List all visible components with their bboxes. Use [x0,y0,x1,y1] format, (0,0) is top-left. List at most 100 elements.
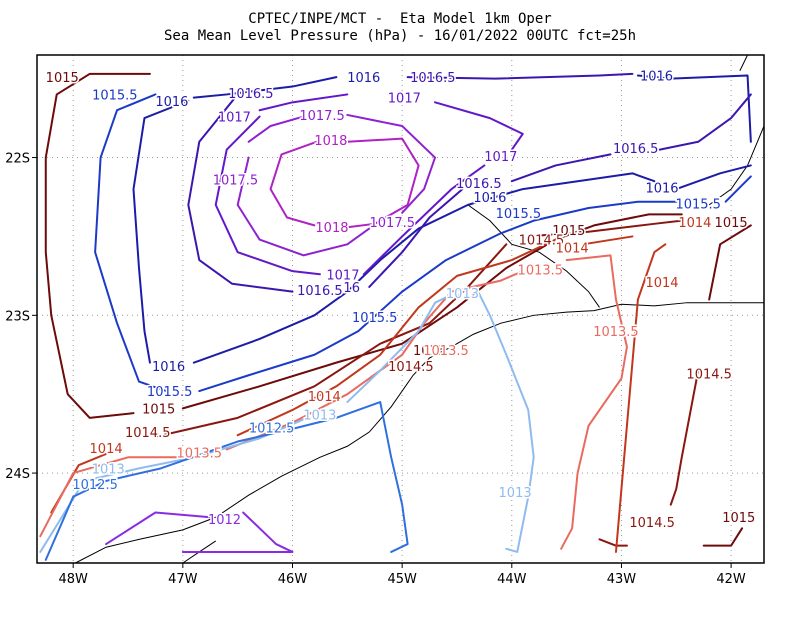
isobar-1014-5-6 [669,369,700,506]
isobar-label-0: 1015 [46,71,79,86]
isobar-label-24: 1014 [678,216,711,231]
x-tick-label-6: 42W [716,572,746,587]
isobar-label-33: 1013.5 [593,325,639,340]
graticule-grid [37,55,764,563]
isobar-1014-5-5 [527,219,683,238]
isobar-label-42: 1013 [303,409,336,424]
coastline-segment-1 [708,125,765,206]
chart-title-line-2: Sea Mean Level Pressure (hPa) - 16/01/20… [163,28,636,44]
x-tick-label-5: 43W [607,572,637,587]
isobar-1014-11 [582,235,634,246]
isobar-1015-3 [702,527,744,547]
isobar-1017-5-38 [236,156,371,257]
isobar-label-1: 1015.5 [92,88,138,103]
isobar-label-26: 1015 [552,224,585,239]
isobar-label-45: 1014 [90,442,123,457]
isobar-contours [39,72,752,561]
isobar-1016-5-32 [658,93,752,151]
coastline-segment-2 [467,204,600,308]
isobar-1015-5-23 [724,175,752,203]
coastline [75,54,765,564]
isobar-1016-5-29 [187,93,294,293]
isobar-label-17: 1016.5 [456,177,502,192]
isobar-1016-26 [675,164,752,191]
isobar-label-50: 1012 [208,513,241,528]
isobar-label-39: 1015.5 [147,385,193,400]
isobar-label-6: 1018 [314,134,347,149]
isobar-label-29: 1013.5 [518,264,564,279]
isobar-label-40: 1014 [308,390,341,405]
isobar-1012-20 [181,511,294,553]
isobar-label-5: 1017.5 [299,109,345,124]
x-tick-label-4: 44W [497,572,527,587]
isobar-label-11: 1016.5 [297,284,343,299]
isobar-1017-34 [214,115,321,276]
isobar-label-9: 1017.5 [370,216,416,231]
isobar-1016-24 [132,99,190,364]
isobar-label-32: 1015.5 [352,311,398,326]
isobar-label-7: 1017.5 [213,174,259,189]
isobar-1018-41 [269,140,318,227]
isobar-1013-5-14 [560,254,628,550]
isobar-label-12: 16 [343,281,360,296]
isobar-1015-0 [44,72,151,419]
isobar-label-35: 1013.5 [423,344,469,359]
isobar-1017-37 [434,101,524,151]
isobar-label-21: 1016.5 [613,142,659,157]
isobar-label-16: 1017 [484,150,517,165]
coastline-segment-4 [739,54,749,71]
isobar-label-34: 1015 [413,344,446,359]
x-tick-label-1: 47W [168,572,198,587]
isobar-1014-5-7 [598,538,628,547]
isobar-label-18: 1016 [473,191,506,206]
isobar-label-15: 1017 [388,92,421,107]
x-tick-label-3: 45W [387,572,417,587]
isobar-1014-5-4 [154,243,508,438]
isobar-label-52: 1015 [722,511,755,526]
isobar-1016-5-33 [406,72,634,80]
isobar-label-30: 1014 [645,276,678,291]
isobar-1017-5-39 [247,115,305,143]
y-tick-label-2: 24S [5,467,30,482]
isobar-label-36: 1014.5 [388,360,434,375]
isobar-label-51: 1014.5 [629,516,675,531]
isobar-label-25: 1015 [715,216,748,231]
isobar-1016-27 [192,76,338,99]
isobar-label-19: 1015.5 [496,207,542,222]
isobar-1012-5-18 [44,401,409,561]
isobar-1016-25 [192,172,656,364]
isobar-label-22: 1016 [645,182,678,197]
x-tick-label-2: 46W [278,572,308,587]
isobar-1016-5-31 [510,153,612,183]
longitude-ticks: 48W 47W 46W 45W 44W 43W 42W [58,563,746,587]
isobar-1013-5-13 [225,270,524,451]
chart-title-line-1: CPTEC/INPE/MCT - Eta Model 1km Oper [248,11,552,27]
isobar-label-23: 1015.5 [675,197,721,212]
isobar-label-41: 1015 [142,402,175,417]
latitude-ticks: 22S 23S 24S [5,152,37,482]
isobar-1017-36 [258,93,349,112]
isobar-1012-19 [105,511,212,546]
isobar-label-8: 1018 [315,221,348,236]
isobar-label-47: 1013 [92,462,125,477]
isobar-1014-9 [236,238,557,437]
isobar-1013-17 [477,292,535,553]
y-tick-label-0: 22S [5,152,30,167]
isobar-label-2: 1016 [155,95,188,110]
isobar-label-28: 1014 [556,241,589,256]
isobar-label-13: 1016 [347,71,380,86]
isobar-1013-16 [346,293,453,404]
isobar-1015-5-22 [198,200,678,393]
isobar-1018-42 [346,137,420,228]
isobar-1015-2 [708,224,752,301]
isobar-label-46: 1013.5 [177,447,223,462]
isobar-label-20: 1016 [640,70,673,85]
isobar-label-43: 1014.5 [125,426,171,441]
y-tick-label-1: 23S [5,309,30,324]
isobar-label-14: 1016.5 [410,71,456,86]
isobar-label-10: 1017 [326,268,359,283]
coastline-segment-0 [75,302,764,564]
isobar-1014-10 [614,243,667,553]
x-tick-label-0: 48W [58,572,88,587]
